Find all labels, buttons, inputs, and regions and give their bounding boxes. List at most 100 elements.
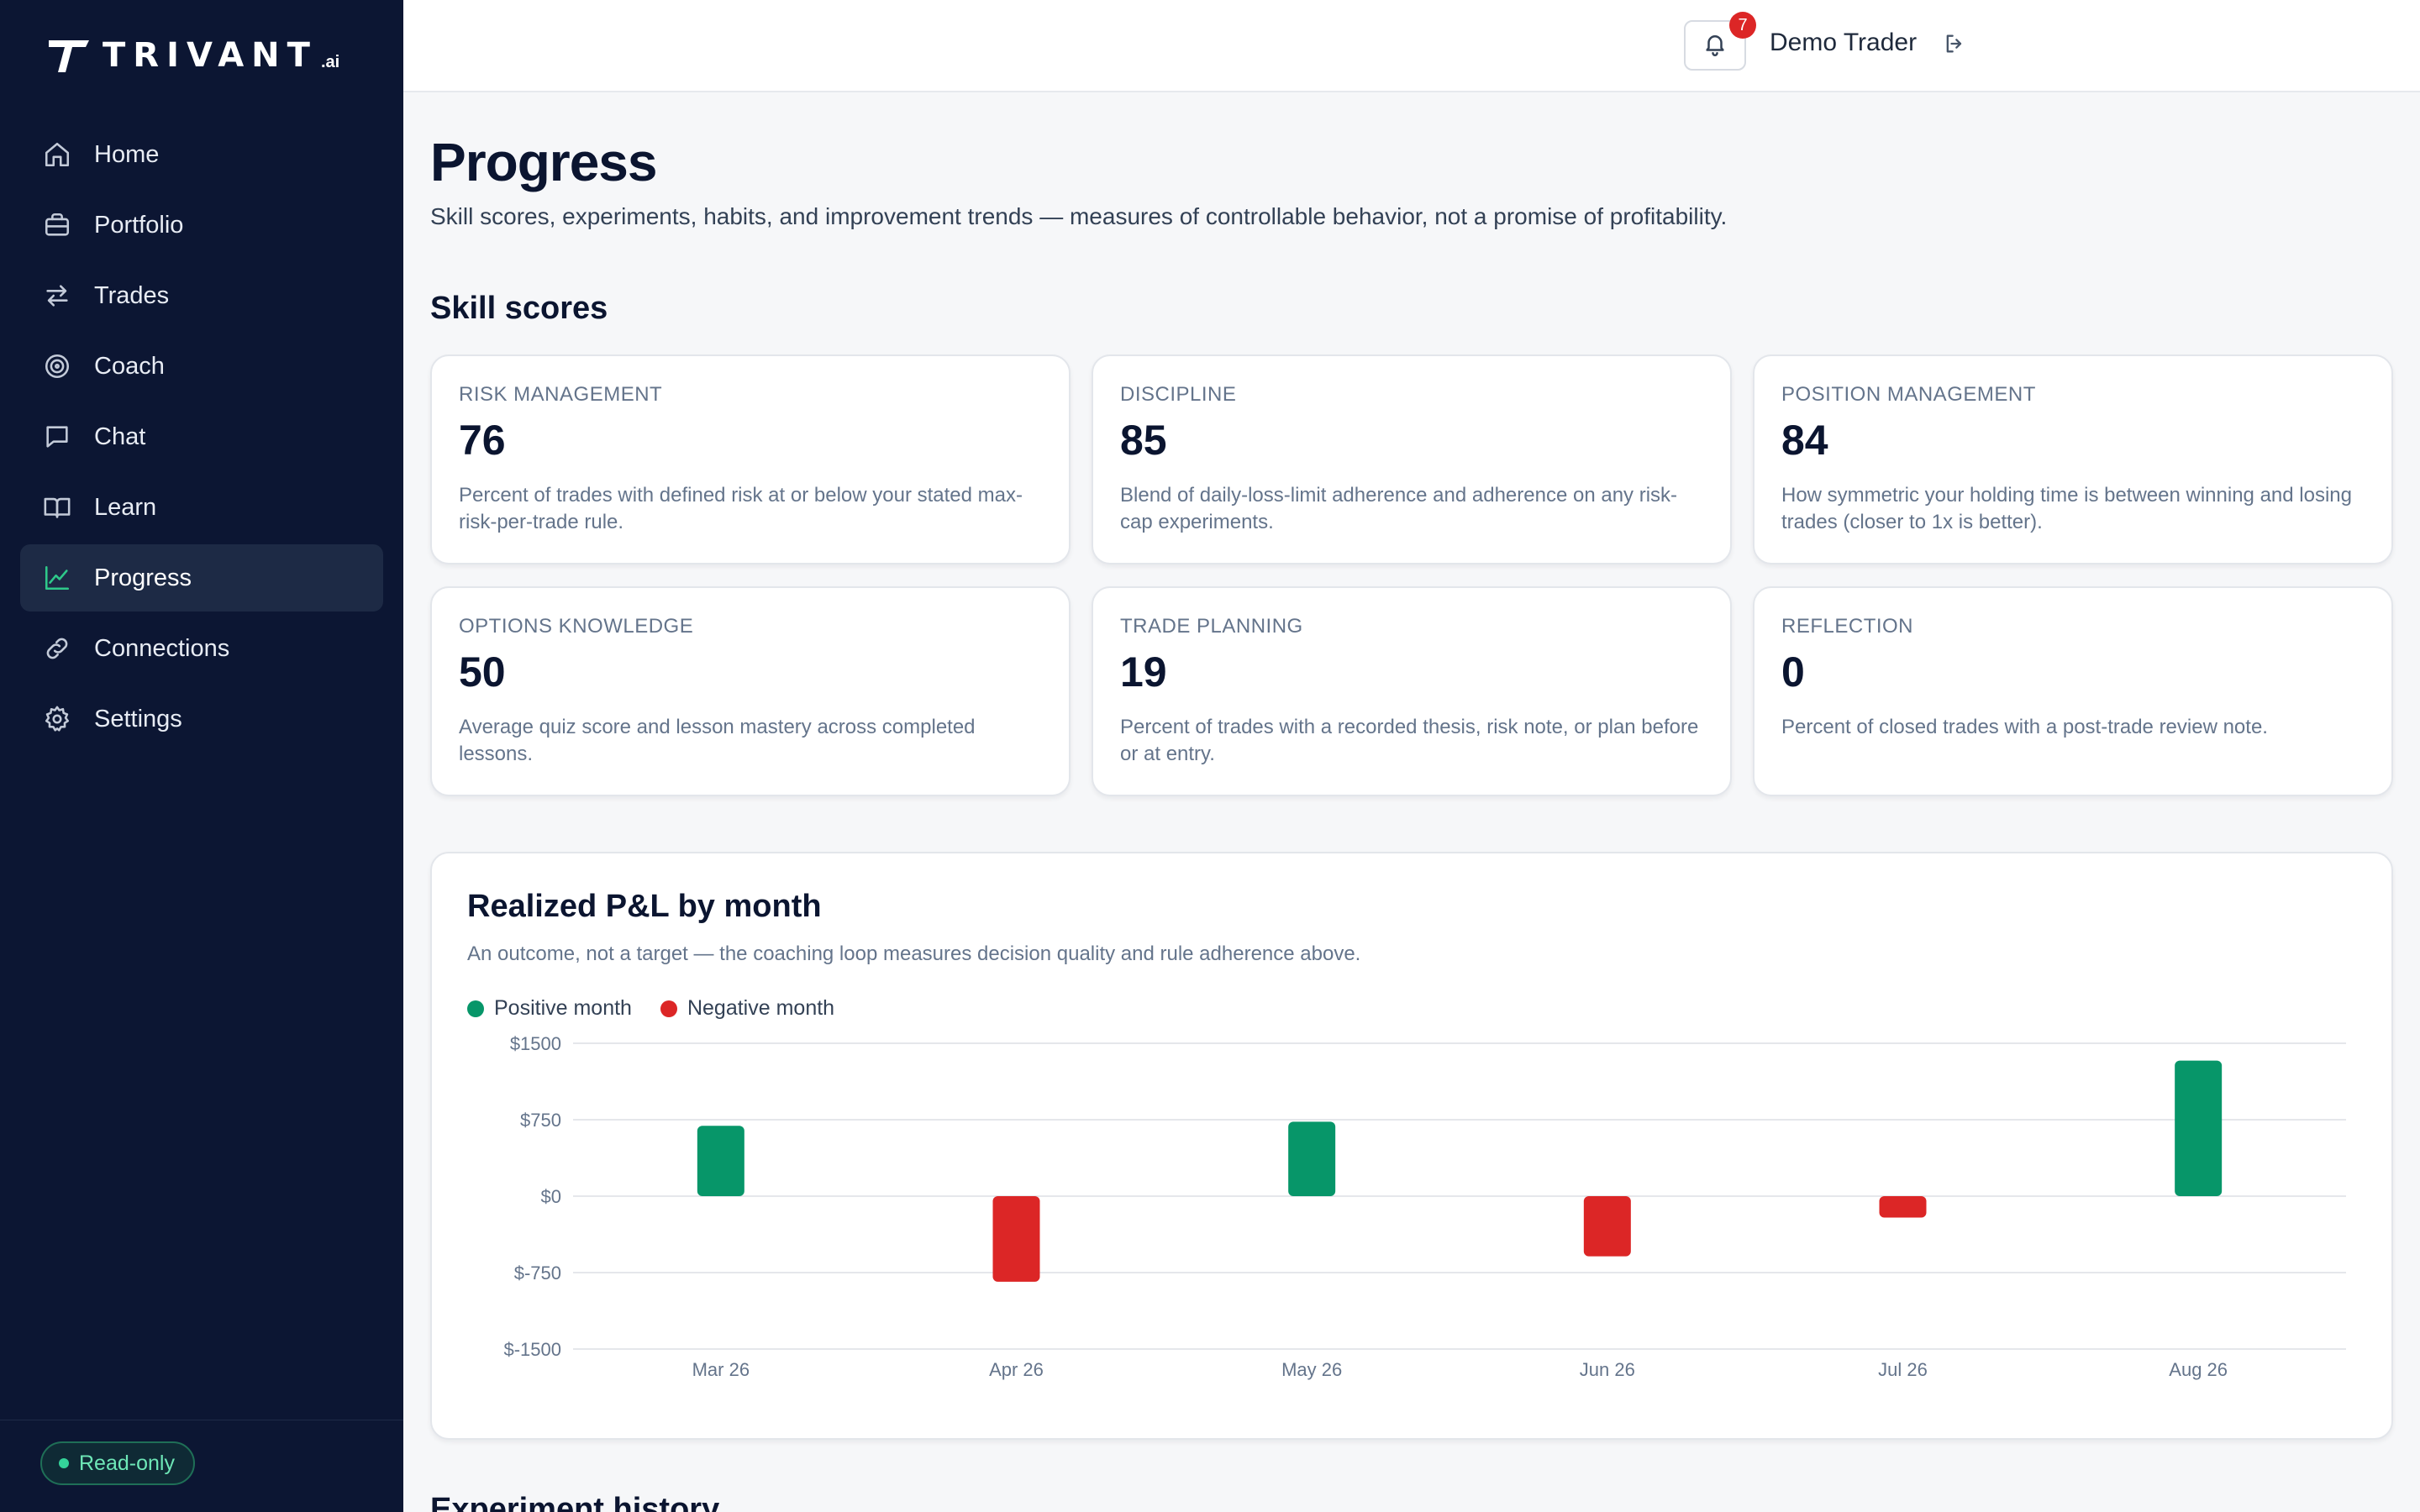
sidebar-item-label: Trades: [94, 281, 170, 309]
topbar: [403, 0, 2420, 92]
skill-card-label: Discipline: [1120, 383, 1237, 406]
sidebar-item-label: Settings: [94, 705, 182, 732]
sidebar-item-settings[interactable]: Settings: [20, 685, 383, 753]
briefcase-icon: [42, 210, 72, 240]
skill-card-value: 84: [1781, 417, 1828, 464]
skill-scores-heading: Skill scores: [430, 291, 608, 326]
bar-jun-26[interactable]: [1583, 1196, 1631, 1257]
brand-name: TRIVANT: [103, 36, 318, 75]
status-dot-icon: [59, 1458, 69, 1468]
logout-icon: [1943, 32, 1966, 60]
trend-chart-icon: [42, 563, 72, 593]
pnl-bar-chart: $1500 $750 $0 $-750 $-1500 Mar 26 Apr 26 May 26…: [503, 1033, 2346, 1380]
legend-label: Negative month: [687, 996, 835, 1020]
x-tick-label: Aug 26: [2169, 1359, 2228, 1380]
skill-card-label: Position Management: [1781, 383, 2036, 406]
bar-aug-26[interactable]: [2175, 1060, 2223, 1196]
home-icon: [42, 139, 72, 170]
y-tick-label: $-750: [514, 1263, 561, 1284]
sidebar-item-learn[interactable]: Learn: [20, 474, 383, 541]
chart-title: Realized P&L by month: [467, 889, 822, 924]
y-tick-label: $-1500: [503, 1339, 561, 1360]
skill-card-label: Risk Management: [459, 383, 663, 406]
sidebar-item-home[interactable]: Home: [20, 121, 383, 188]
skill-card-description: Percent of trades with defined risk at o…: [459, 484, 1023, 533]
page-title: Progress: [430, 132, 657, 192]
legend-dot-positive: [467, 1000, 484, 1017]
sidebar-item-portfolio[interactable]: Portfolio: [20, 192, 383, 259]
readonly-badge: Read-only: [40, 1441, 195, 1485]
sidebar-item-label: Portfolio: [94, 211, 184, 239]
skill-card-trade-planning: Trade Planning 19 Percent of trades with…: [1092, 586, 1732, 796]
bar-apr-26[interactable]: [992, 1196, 1040, 1282]
sidebar: TRIVANT .ai Home Portfolio Trades Coac: [0, 0, 403, 1512]
y-tick-label: $0: [541, 1186, 561, 1207]
skill-card-value: 76: [459, 417, 506, 464]
swap-arrows-icon: [42, 281, 72, 311]
skill-card-discipline: Discipline 85 Blend of daily-loss-limit …: [1092, 354, 1732, 564]
x-tick-label: Mar 26: [692, 1359, 750, 1380]
sidebar-item-chat[interactable]: Chat: [20, 403, 383, 470]
chart-legend: Positive month Negative month: [467, 996, 834, 1021]
sidebar-item-label: Progress: [94, 564, 192, 591]
skill-card-reflection: Reflection 0 Percent of closed trades wi…: [1753, 586, 2393, 796]
notification-count-badge: 7: [1729, 12, 1756, 39]
gear-icon: [42, 704, 72, 734]
skill-card-label: Reflection: [1781, 615, 1914, 638]
x-tick-label: Apr 26: [989, 1359, 1044, 1380]
book-icon: [42, 492, 72, 522]
brand-suffix: .ai: [320, 53, 340, 71]
logout-button[interactable]: [1938, 29, 1971, 62]
sidebar-item-label: Chat: [94, 423, 146, 450]
skill-card-description: Percent of trades with a recorded thesis…: [1120, 716, 1699, 765]
sidebar-item-connections[interactable]: Connections: [20, 615, 383, 682]
bar-may-26[interactable]: [1288, 1121, 1336, 1196]
readonly-label: Read-only: [79, 1451, 175, 1475]
skill-card-description: How symmetric your holding time is betwe…: [1781, 484, 2352, 533]
legend-label: Positive month: [494, 996, 632, 1020]
target-icon: [42, 351, 72, 381]
skill-card-label: Trade Planning: [1120, 615, 1303, 638]
skill-card-value: 19: [1120, 648, 1167, 696]
legend-item-positive: Positive month: [467, 996, 632, 1021]
skill-card-description: Average quiz score and lesson mastery ac…: [459, 716, 976, 765]
experiment-history-heading: Experiment history: [430, 1492, 720, 1512]
brand-logo[interactable]: TRIVANT .ai: [47, 37, 339, 74]
sidebar-item-label: Connections: [94, 634, 230, 662]
x-tick-label: Jun 26: [1580, 1359, 1635, 1380]
skill-cards-grid: Risk Management 76 Percent of trades wit…: [430, 354, 2393, 796]
bar-mar-26[interactable]: [697, 1126, 744, 1196]
skill-card-value: 85: [1120, 417, 1167, 464]
x-tick-label: Jul 26: [1878, 1359, 1928, 1380]
y-tick-label: $750: [520, 1110, 561, 1131]
skill-card-description: Percent of closed trades with a post-tra…: [1781, 716, 2268, 738]
bell-icon: [1702, 31, 1728, 60]
sidebar-item-label: Home: [94, 140, 160, 168]
y-tick-label: $1500: [510, 1033, 561, 1054]
link-icon: [42, 633, 72, 664]
skill-card-value: 50: [459, 648, 506, 696]
sidebar-item-progress[interactable]: Progress: [20, 544, 383, 612]
legend-dot-negative: [660, 1000, 677, 1017]
pnl-chart-card: Realized P&L by month An outcome, not a …: [430, 852, 2393, 1440]
sidebar-item-label: Learn: [94, 493, 157, 521]
skill-card-position-management: Position Management 84 How symmetric you…: [1753, 354, 2393, 564]
brand-mark-icon: [47, 37, 91, 74]
user-name[interactable]: Demo Trader: [1770, 29, 1918, 56]
chart-subtitle: An outcome, not a target — the coaching …: [467, 942, 1361, 965]
sidebar-nav: Home Portfolio Trades Coach Chat: [20, 121, 383, 756]
skill-card-description: Blend of daily-loss-limit adherence and …: [1120, 484, 1678, 533]
skill-card-risk-management: Risk Management 76 Percent of trades wit…: [430, 354, 1071, 564]
sidebar-item-trades[interactable]: Trades: [20, 262, 383, 329]
sidebar-item-label: Coach: [94, 352, 165, 380]
x-tick-label: May 26: [1281, 1359, 1342, 1380]
skill-card-label: Options Knowledge: [459, 615, 694, 638]
legend-item-negative: Negative month: [660, 996, 834, 1021]
chat-bubble-icon: [42, 422, 72, 452]
notifications-button[interactable]: [1684, 20, 1746, 71]
sidebar-item-coach[interactable]: Coach: [20, 333, 383, 400]
bar-jul-26[interactable]: [1879, 1196, 1927, 1218]
skill-card-options-knowledge: Options Knowledge 50 Average quiz score …: [430, 586, 1071, 796]
page-subtitle: Skill scores, experiments, habits, and i…: [430, 203, 1728, 229]
skill-card-value: 0: [1781, 648, 1805, 696]
